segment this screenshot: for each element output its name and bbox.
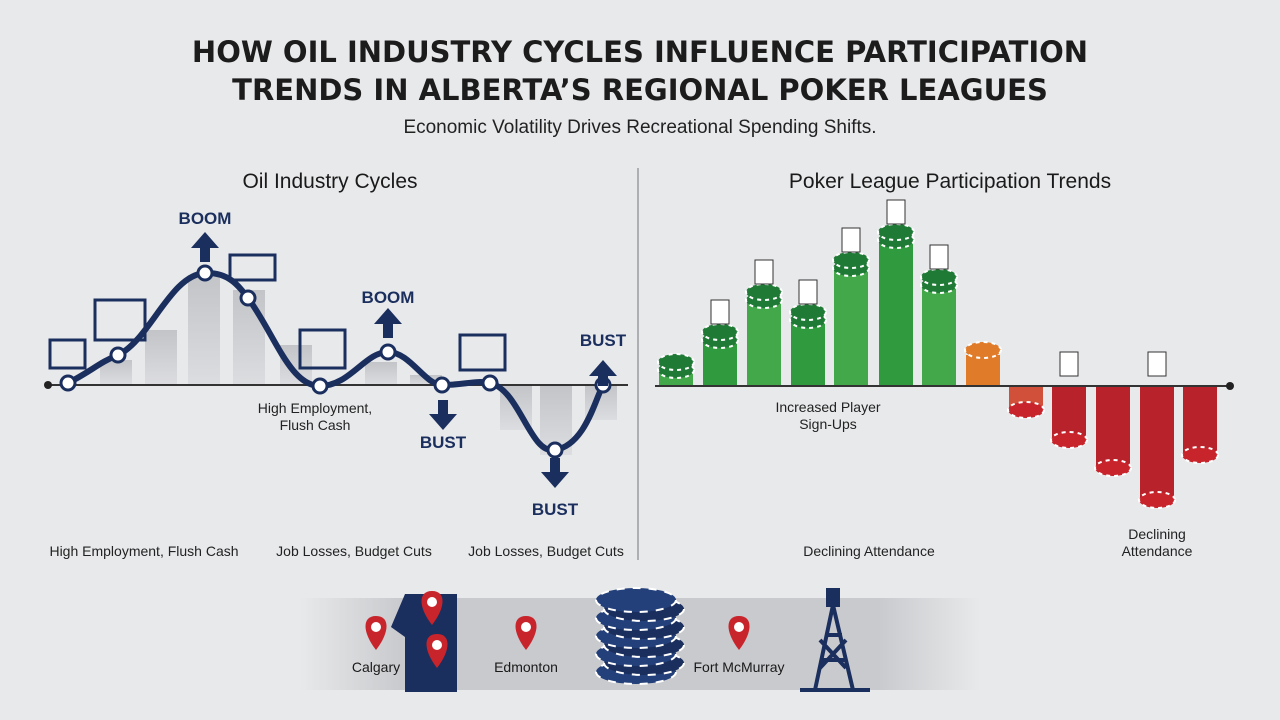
curve-node (311, 377, 329, 395)
pin (365, 616, 387, 650)
axis-end (1226, 382, 1234, 390)
pin-dot (427, 597, 437, 607)
bottom-label: High Employment, Flush Cash (49, 543, 238, 559)
green-bar (834, 268, 868, 386)
pin (421, 591, 443, 625)
title-line: HOW OIL INDUSTRY CYCLES INFLUENCE PARTIC… (192, 35, 1088, 69)
chip (595, 587, 677, 613)
chip (1050, 431, 1088, 449)
pin (515, 616, 537, 650)
red-bar (1140, 386, 1174, 500)
curve-node (481, 374, 499, 392)
chip (657, 353, 695, 371)
chip (832, 251, 870, 269)
pin-dot (432, 640, 442, 650)
city-label: Fort McMurray (694, 659, 785, 675)
green-bar (922, 285, 956, 386)
panel-heading: Oil Industry Cycles (242, 170, 417, 193)
axis-end (44, 381, 52, 389)
pin (728, 616, 750, 650)
card (886, 199, 906, 225)
chip (1181, 446, 1219, 464)
cycle-curve (66, 269, 606, 454)
green-bar (747, 300, 781, 386)
card (929, 244, 949, 270)
bottom-label: Job Losses, Budget Cuts (468, 543, 624, 559)
curve-node (379, 343, 397, 361)
red-bar (1183, 386, 1217, 455)
bust-label: BUST (532, 500, 579, 519)
location-pins (365, 591, 750, 668)
card (841, 227, 861, 253)
note: Increased Player (775, 399, 880, 415)
bust-label: BUST (420, 433, 467, 452)
card (1147, 351, 1167, 377)
chip (964, 341, 1002, 359)
pin-dot (371, 622, 381, 632)
curve-node (239, 289, 257, 307)
card (754, 259, 774, 285)
caption: High Employment, (258, 400, 372, 416)
chip (745, 283, 783, 301)
chip (877, 223, 915, 241)
note: Sign-Ups (799, 416, 857, 432)
chip (1007, 401, 1045, 419)
red-bar (1096, 386, 1130, 468)
bg-bar (365, 362, 397, 385)
background-bars (100, 275, 617, 455)
boom-label: BOOM (362, 288, 415, 307)
pin-dot (734, 622, 744, 632)
bust-label: BUST (580, 331, 627, 350)
note: Declining Attendance (803, 543, 935, 559)
pin (426, 634, 448, 668)
card (798, 279, 818, 305)
orange-bar (966, 355, 1000, 386)
caption: Flush Cash (280, 417, 351, 433)
green-bar (791, 320, 825, 386)
bg-bar (145, 330, 177, 385)
note: Declining (1128, 526, 1186, 542)
chip (920, 268, 958, 286)
arrows (191, 232, 617, 488)
pin-dot (521, 622, 531, 632)
alberta-map (391, 594, 457, 692)
chip (1138, 491, 1176, 509)
curve-nodes (59, 264, 612, 459)
curve-node (196, 264, 214, 282)
curve-node (433, 376, 451, 394)
panel-heading: Poker League Participation Trends (789, 170, 1111, 193)
card (1059, 351, 1079, 377)
city-label: Edmonton (494, 659, 558, 675)
chip (789, 303, 827, 321)
oil-icons (48, 253, 507, 372)
derrick (800, 588, 870, 692)
curve-node (109, 346, 127, 364)
chip (701, 323, 739, 341)
city-label: Calgary (352, 659, 400, 675)
card (710, 299, 730, 325)
chip (1094, 459, 1132, 477)
participation-bars (657, 199, 1219, 509)
note: Attendance (1122, 543, 1193, 559)
curve-node (546, 441, 564, 459)
boom-label: BOOM (179, 209, 232, 228)
bottom-label: Job Losses, Budget Cuts (276, 543, 432, 559)
curve-node (59, 374, 77, 392)
chip-stack (595, 587, 685, 685)
red-bar (1052, 386, 1086, 440)
bg-bar (280, 345, 312, 385)
subtitle: Economic Volatility Drives Recreational … (403, 117, 876, 138)
bg-bar (188, 275, 220, 385)
green-bar (879, 240, 913, 386)
title-line: TRENDS IN ALBERTA’S REGIONAL POKER LEAGU… (232, 73, 1048, 107)
